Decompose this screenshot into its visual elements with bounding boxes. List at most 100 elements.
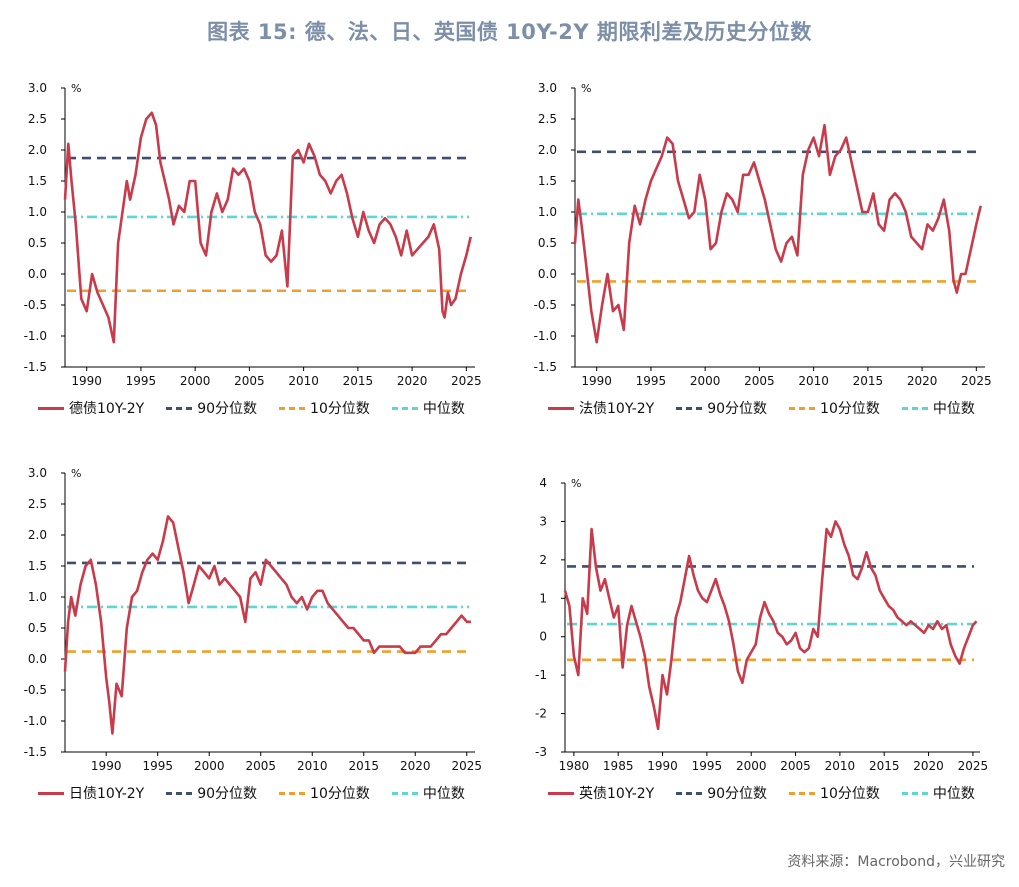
chart-uk: 4 3 2 1 0 -1 -2 -3% 1980 1985 1990 1995 2000 2005 2010… [535, 476, 989, 773]
y-tick-label: 3.0 [28, 81, 47, 95]
y-tick-label: -0.5 [534, 298, 557, 312]
x-tick-label: 1995 [142, 759, 173, 773]
y-tick-label: 4 [539, 476, 547, 490]
unit-label: % [71, 82, 81, 95]
legend-item-p10: 10分位数 [279, 398, 370, 418]
legend-swatch-median [901, 406, 928, 410]
y-tick-label: 1.5 [28, 174, 47, 188]
x-tick-label: 2025 [451, 374, 482, 388]
y-tick-label: 0.0 [538, 267, 557, 281]
legend-swatch-median [901, 791, 928, 795]
x-tick-label: 1990 [91, 759, 122, 773]
x-tick-label: 1995 [692, 759, 723, 773]
legend-swatch-p90 [676, 406, 703, 410]
x-tick-label: 1995 [126, 374, 157, 388]
y-tick-label: -3 [535, 745, 547, 759]
source-note: 资料来源：Macrobond，兴业研究 [787, 854, 1005, 870]
unit-label: % [571, 477, 581, 490]
legend-item-median: 中位数 [391, 398, 465, 418]
legend-label-p90: 90分位数 [707, 786, 768, 802]
legend-label-median: 中位数 [422, 401, 465, 417]
series-line [573, 123, 982, 344]
legend-germany: 德债10Y-2Y 90分位数 10分位数 中位数 [38, 398, 487, 418]
y-tick-label: 0.5 [538, 236, 557, 250]
y-tick-label: -2 [535, 707, 547, 721]
y-tick-label: 1.0 [28, 590, 47, 604]
x-tick-label: 2015 [348, 759, 379, 773]
legend-item-p90: 90分位数 [166, 398, 257, 418]
x-tick-label: 2010 [288, 374, 319, 388]
y-tick-label: 2.0 [538, 143, 557, 157]
x-tick-label: 2020 [913, 759, 944, 773]
y-tick-label: 3.0 [538, 81, 557, 95]
series-line [63, 515, 471, 735]
legend-item-p10: 10分位数 [279, 783, 370, 803]
legend-label-p90: 90分位数 [707, 401, 768, 417]
series-line [563, 520, 978, 731]
legend-item-p90: 90分位数 [676, 398, 767, 418]
x-tick-label: 2010 [798, 374, 829, 388]
y-tick-label: 0.5 [28, 236, 47, 250]
chart-japan: 3.0 2.5 2.0 1.5 1.0 0.5 0.0 -0.5 -1.0 -1.5% 1990 19… [24, 466, 482, 773]
unit-label: % [581, 82, 591, 95]
y-tick-label: 0 [539, 630, 547, 644]
x-tick-label: 1990 [71, 374, 102, 388]
legend-item-p90: 90分位数 [166, 783, 257, 803]
y-tick-label: -1.5 [24, 360, 47, 374]
y-tick-label: 2.0 [28, 528, 47, 542]
legend-swatch-p10 [789, 406, 816, 410]
y-tick-label: -0.5 [24, 298, 47, 312]
legend-uk: 英债10Y-2Y 90分位数 10分位数 中位数 [548, 783, 997, 803]
legend-item-series: 日债10Y-2Y [38, 783, 144, 803]
y-tick-label: -1.0 [24, 714, 47, 728]
y-tick-label: 0.0 [28, 652, 47, 666]
legend-label-p10: 10分位数 [310, 401, 370, 417]
x-tick-label: 1995 [636, 374, 667, 388]
x-tick-label: 2005 [744, 374, 775, 388]
x-tick-label: 2015 [869, 759, 900, 773]
legend-label-median: 中位数 [932, 401, 975, 417]
legend-label-series: 日债10Y-2Y [69, 786, 145, 802]
y-tick-label: 2.5 [28, 497, 47, 511]
y-tick-label: -0.5 [24, 683, 47, 697]
legend-label-median: 中位数 [932, 786, 975, 802]
x-tick-label: 2025 [451, 759, 482, 773]
legend-label-median: 中位数 [422, 786, 465, 802]
legend-swatch-p90 [676, 791, 703, 795]
legend-item-p10: 10分位数 [789, 783, 880, 803]
unit-label: % [71, 467, 81, 480]
chart-germany: 3.0 2.5 2.0 1.5 1.0 0.5 0.0 -0.5 -1.0 -1.5% 1990 19… [24, 81, 482, 388]
x-tick-label: 2005 [245, 759, 276, 773]
legend-swatch-series [38, 406, 64, 410]
x-tick-label: 2025 [958, 759, 989, 773]
legend-item-median: 中位数 [391, 783, 465, 803]
legend-swatch-median [391, 791, 418, 795]
legend-item-series: 英债10Y-2Y [548, 783, 654, 803]
x-tick-label: 2005 [780, 759, 811, 773]
legend-label-p90: 90分位数 [197, 401, 258, 417]
chart-france: 3.0 2.5 2.0 1.5 1.0 0.5 0.0 -0.5 -1.0 -1.5% 1990 19… [534, 81, 992, 388]
legend-label-p10: 10分位数 [310, 786, 370, 802]
chart-panel-germany: 3.0 2.5 2.0 1.5 1.0 0.5 0.0 -0.5 -1.0 -1.5% 1990 19… [0, 80, 500, 425]
y-tick-label: 2.5 [538, 112, 557, 126]
legend-france: 法债10Y-2Y 90分位数 10分位数 中位数 [548, 398, 997, 418]
y-tick-label: -1.0 [24, 329, 47, 343]
x-tick-label: 1980 [559, 759, 590, 773]
legend-item-p90: 90分位数 [676, 783, 767, 803]
legend-item-series: 法债10Y-2Y [548, 398, 654, 418]
y-tick-label: 2.0 [28, 143, 47, 157]
x-tick-label: 1990 [647, 759, 678, 773]
legend-japan: 日债10Y-2Y 90分位数 10分位数 中位数 [38, 783, 487, 803]
legend-item-median: 中位数 [901, 783, 975, 803]
x-tick-label: 2010 [297, 759, 328, 773]
x-tick-label: 2015 [853, 374, 884, 388]
y-tick-label: 3.0 [28, 466, 47, 480]
x-tick-label: 2010 [825, 759, 856, 773]
legend-swatch-series [548, 406, 574, 410]
legend-label-series: 英债10Y-2Y [579, 786, 655, 802]
y-tick-label: -1.5 [534, 360, 557, 374]
x-tick-label: 2000 [690, 374, 721, 388]
x-tick-label: 2020 [907, 374, 938, 388]
x-tick-label: 2025 [961, 374, 992, 388]
y-tick-label: 0.0 [28, 267, 47, 281]
